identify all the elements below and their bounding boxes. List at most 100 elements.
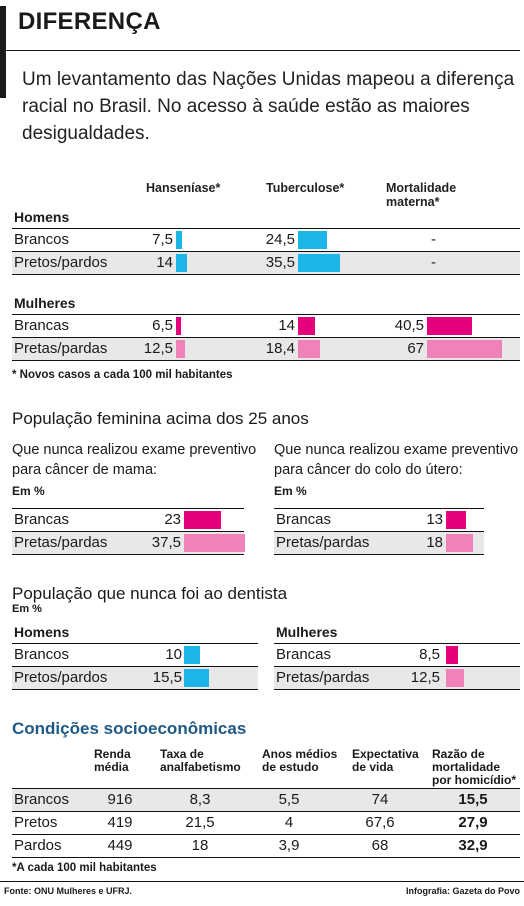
table-row: Pretas/pardas 12,5 18,4 67 — [12, 338, 520, 361]
data-label: 40,5 — [394, 317, 424, 334]
data-label: 23 — [164, 511, 181, 528]
bar — [298, 231, 327, 249]
dentist-women-rows: Brancas 8,5 Pretas/pardas 12,5 — [274, 644, 520, 690]
socio-rows: Brancos 916 8,3 5,5 74 15,5 Pretos 419 21,5 4 67,6… — [12, 789, 520, 858]
table-header: Taxa de analfabetismo — [160, 747, 241, 774]
group-label-homens: Homens — [14, 624, 70, 640]
data-label: - — [431, 231, 436, 248]
table-row: Pretos 419 21,5 4 67,6 27,9 — [12, 812, 520, 835]
section-title-dentista: População que nunca foi ao dentista — [12, 584, 288, 603]
bar — [184, 534, 245, 552]
row-label: Brancas — [276, 646, 332, 663]
unit-label: Em % — [274, 484, 307, 498]
table-row: Pretas/pardas 12,5 — [274, 667, 520, 690]
bar — [176, 231, 182, 249]
table-row: Pretas/pardas 18 — [274, 532, 484, 555]
row-label: Pretas/pardas — [276, 669, 370, 686]
data-label: 18,4 — [265, 340, 295, 357]
dentist-men-rows: Brancos 10 Pretos/pardos 15,5 — [12, 644, 258, 690]
col-header-tuberculose: Tuberculose* — [266, 181, 345, 195]
health-men-rows: Brancos 7,5 24,5 - Pretos/pardos 14 35,5 - — [12, 229, 520, 275]
row-label: Pretos/pardos — [14, 669, 108, 686]
table-row: Pardos 449 18 3,9 68 32,9 — [12, 835, 520, 858]
divider — [12, 788, 520, 789]
row-label: Pretas/pardas — [276, 534, 370, 551]
data-label: 14 — [156, 254, 173, 271]
table-cell: 916 — [107, 791, 133, 808]
col-header-hanseniase: Hanseníase* — [146, 181, 221, 195]
table-cell: 5,5 — [278, 791, 300, 808]
page-title: DIFERENÇA — [18, 8, 161, 35]
bar — [427, 317, 473, 335]
health-note: * Novos casos a cada 100 mil habitantes — [12, 369, 233, 381]
table-cell: 4 — [284, 814, 294, 831]
row-label: Brancas — [276, 511, 332, 528]
footer-rule — [0, 881, 524, 882]
divider — [12, 314, 520, 315]
row-label: Pretos/pardos — [14, 254, 108, 271]
unit-label: Em % — [12, 603, 42, 615]
table-cell: 18 — [191, 837, 209, 854]
bar — [446, 646, 459, 664]
data-label: 15,5 — [152, 669, 182, 686]
table-cell: 21,5 — [185, 814, 215, 831]
row-label: Pretas/pardas — [14, 340, 108, 357]
table-row: Brancas 13 — [274, 508, 484, 532]
table-cell: 68 — [371, 837, 389, 854]
row-label: Brancas — [14, 317, 70, 334]
bar — [176, 340, 186, 358]
row-label: Brancos — [14, 791, 70, 808]
data-label: 8,5 — [419, 646, 440, 663]
title-rule — [6, 50, 520, 51]
data-label: 10 — [165, 646, 182, 663]
bar — [184, 511, 222, 529]
table-cell: 67,6 — [365, 814, 395, 831]
bar — [427, 340, 503, 358]
data-label: 12,5 — [143, 340, 173, 357]
group-label-mulheres: Mulheres — [14, 295, 76, 311]
bar — [446, 669, 465, 687]
row-label: Brancos — [14, 231, 70, 248]
divider — [12, 643, 258, 644]
footer-source: Fonte: ONU Mulheres e UFRJ. — [4, 886, 133, 896]
table-header: Expectativa de vida — [352, 747, 419, 774]
table-cell: 15,5 — [458, 791, 488, 808]
table-row: Brancos 10 — [12, 644, 258, 667]
bar — [184, 646, 200, 664]
table-row: Brancos 916 8,3 5,5 74 15,5 — [12, 789, 520, 812]
table-row: Pretas/pardas 37,5 — [12, 532, 245, 555]
data-label: 12,5 — [410, 669, 440, 686]
bar — [298, 317, 315, 335]
title-accent-bar — [0, 6, 6, 98]
bar — [446, 511, 466, 529]
table-cell: 449 — [107, 837, 133, 854]
row-label: Pretos — [14, 814, 58, 831]
mama-rows: Brancas 23 Pretas/pardas 37,5 — [12, 508, 245, 555]
divider — [274, 643, 520, 644]
table-cell: 419 — [107, 814, 133, 831]
data-label: 35,5 — [265, 254, 295, 271]
bar — [184, 669, 209, 687]
intro-text: Um levantamento das Nações Unidas mapeou… — [22, 69, 515, 144]
data-label: 18 — [426, 534, 443, 551]
data-label: 7,5 — [152, 231, 173, 248]
data-label: - — [431, 254, 436, 271]
table-row: Brancas 6,5 14 40,5 — [12, 315, 520, 338]
table-cell: 74 — [371, 791, 389, 808]
data-label: 67 — [407, 340, 424, 357]
table-cell: 32,9 — [458, 837, 488, 854]
row-label: Pretas/pardas — [14, 534, 108, 551]
row-label: Pardos — [14, 837, 62, 854]
table-header: Anos médios de estudo — [262, 747, 338, 774]
table-cell: 8,3 — [189, 791, 211, 808]
table-row: Pretos/pardos 14 35,5 - — [12, 252, 520, 275]
table-header: Renda média — [94, 747, 131, 774]
data-label: 37,5 — [151, 534, 181, 551]
bar — [176, 254, 187, 272]
question-colo: Que nunca realizou exame preventivo para… — [274, 442, 519, 478]
table-row: Brancas 23 — [12, 508, 244, 532]
table-row: Brancos 7,5 24,5 - — [12, 229, 520, 252]
table-row: Pretos/pardos 15,5 — [12, 667, 258, 690]
bar — [298, 340, 320, 358]
group-label-mulheres: Mulheres — [276, 624, 338, 640]
